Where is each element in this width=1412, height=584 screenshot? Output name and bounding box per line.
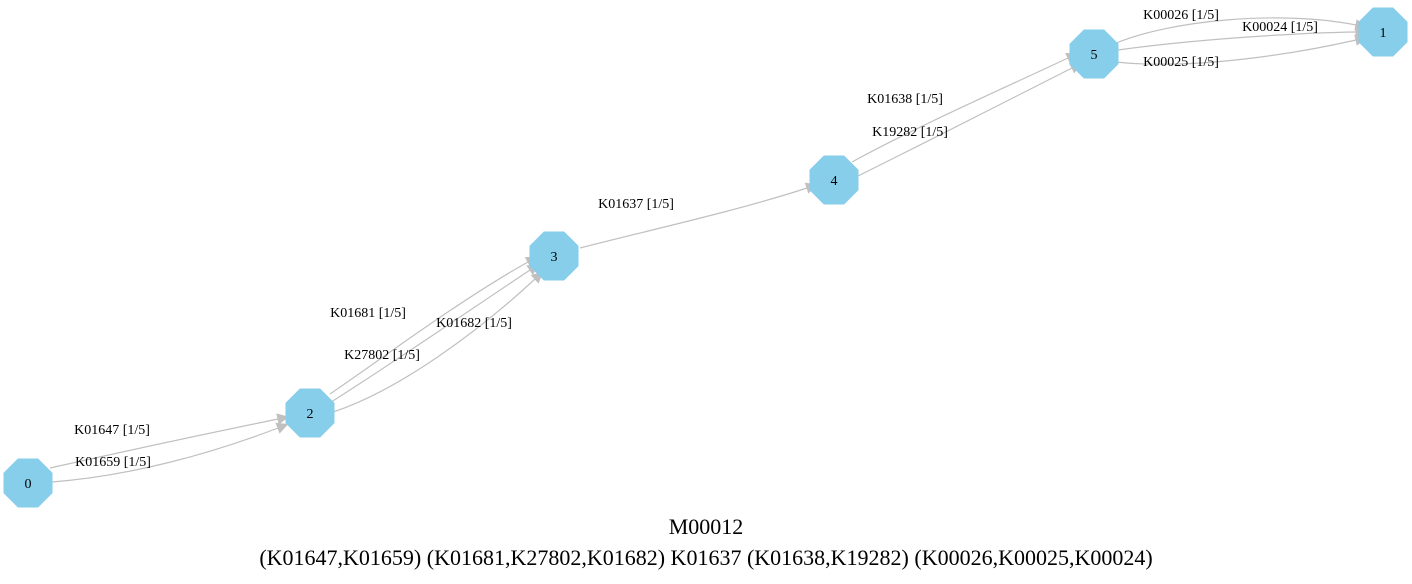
node-label: 3 <box>551 250 558 265</box>
edge-line <box>1115 39 1357 65</box>
octagon-node-shape <box>285 388 335 438</box>
edge-line <box>329 261 529 395</box>
edge-5-1: K00025 [1/5] <box>1115 34 1367 70</box>
edge-2-3: K01682 [1/5] <box>332 271 544 413</box>
edge-label: K00026 [1/5] <box>1143 8 1219 23</box>
node-label: 2 <box>307 407 314 422</box>
edge-0-2: K01659 [1/5] <box>51 422 289 483</box>
node-label: 1 <box>1380 26 1387 41</box>
edge-label: K01638 [1/5] <box>867 92 943 107</box>
edge-line <box>327 269 531 405</box>
edge-label: K01682 [1/5] <box>436 316 512 331</box>
edge-label: K19282 [1/5] <box>872 125 948 140</box>
edge-line <box>1117 31 1357 51</box>
edge-2-3: K27802 [1/5] <box>327 263 540 405</box>
arrowhead-icon <box>275 422 289 434</box>
octagon-node-shape <box>1069 29 1119 79</box>
edge-line <box>851 57 1069 163</box>
edge-line <box>51 427 279 483</box>
node-label: 4 <box>831 174 838 189</box>
node-label: 0 <box>25 477 32 492</box>
edge-0-2: K01647 [1/5] <box>49 413 289 469</box>
edge-line <box>579 187 808 249</box>
octagon-node-shape <box>529 231 579 281</box>
octagon-node-shape <box>1358 7 1408 57</box>
edge-5-1: K00026 [1/5] <box>1113 8 1367 45</box>
edge-label: K00025 [1/5] <box>1143 55 1219 70</box>
module-title: M00012 <box>668 514 744 539</box>
node-2: 2 <box>285 388 335 438</box>
edge-line <box>49 418 279 469</box>
edge-label: K01637 [1/5] <box>598 197 674 212</box>
node-1: 1 <box>1358 7 1408 57</box>
node-0: 0 <box>3 458 53 508</box>
edge-label: K01647 [1/5] <box>74 423 150 438</box>
arrowhead-icon <box>276 413 289 425</box>
node-label: 5 <box>1091 48 1098 63</box>
edge-3-4: K01637 [1/5] <box>579 182 818 249</box>
nodes-layer: 0 1 2 3 4 5 <box>3 7 1408 508</box>
edge-line <box>332 278 536 413</box>
node-5: 5 <box>1069 29 1119 79</box>
edge-label: K01681 [1/5] <box>330 306 406 321</box>
edge-line <box>1113 17 1357 45</box>
edge-label: K01659 [1/5] <box>75 455 151 470</box>
module-formula: (K01647,K01659) (K01681,K27802,K01682) K… <box>259 545 1153 570</box>
node-3: 3 <box>529 231 579 281</box>
octagon-node-shape <box>3 458 53 508</box>
edge-label: K00024 [1/5] <box>1242 20 1318 35</box>
edge-line <box>857 67 1073 177</box>
edge-4-5: K01638 [1/5] <box>851 52 1079 163</box>
node-4: 4 <box>809 155 859 205</box>
octagon-node-shape <box>809 155 859 205</box>
edge-label: K27802 [1/5] <box>344 348 420 363</box>
edge-4-5: K19282 [1/5] <box>857 62 1082 177</box>
edges-layer: K01647 [1/5] K01659 [1/5] K01681 [1/5] K278… <box>49 8 1368 483</box>
